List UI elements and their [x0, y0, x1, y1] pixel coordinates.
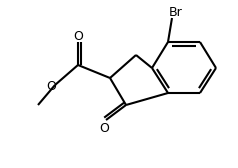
Text: O: O	[73, 30, 83, 43]
Text: Br: Br	[169, 7, 183, 19]
Text: O: O	[99, 121, 109, 135]
Text: O: O	[46, 80, 56, 94]
